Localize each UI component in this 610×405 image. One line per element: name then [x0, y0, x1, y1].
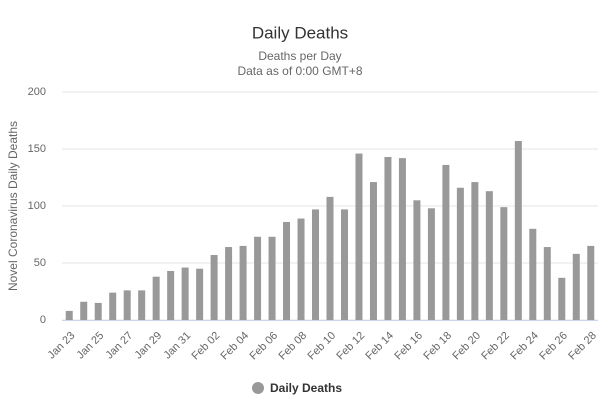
x-tick-label: Jan 23 [46, 330, 78, 362]
bar [109, 292, 117, 320]
bar [355, 153, 363, 320]
chart-subtitle: Deaths per Day [258, 49, 341, 63]
bar [268, 236, 276, 320]
x-tick-label: Feb 02 [190, 330, 223, 363]
bar [312, 209, 320, 320]
bar [558, 277, 566, 320]
bar [485, 191, 493, 320]
legend-marker [252, 382, 264, 394]
y-tick-label: 200 [28, 86, 46, 98]
y-tick-label: 50 [34, 257, 46, 269]
x-tick-label: Feb 06 [248, 330, 281, 363]
y-tick-label: 0 [40, 314, 46, 326]
x-tick-label: Feb 16 [392, 330, 425, 363]
bar [297, 218, 305, 320]
bar [529, 228, 537, 320]
bar [398, 158, 406, 320]
x-tick-label: Jan 25 [75, 330, 107, 362]
bar [210, 255, 218, 320]
bar [239, 245, 247, 320]
x-tick-label: Feb 26 [537, 330, 570, 363]
bar [500, 207, 508, 320]
x-tick-label: Feb 14 [363, 330, 396, 363]
bar [413, 200, 421, 320]
bar [65, 310, 73, 320]
x-tick-label: Jan 29 [132, 330, 164, 362]
bar [254, 236, 262, 320]
x-tick-label: Feb 10 [305, 330, 338, 363]
x-tick-label: Feb 12 [334, 330, 367, 363]
bar [167, 270, 175, 320]
bar [427, 208, 435, 320]
bar [181, 267, 189, 320]
chart-title: Daily Deaths [252, 23, 348, 42]
bar [80, 301, 88, 320]
bar [456, 187, 464, 320]
legend-label: Daily Deaths [270, 381, 342, 395]
x-tick-label: Jan 27 [104, 330, 136, 362]
bar [587, 245, 595, 320]
bar [283, 221, 291, 320]
bar [442, 164, 450, 320]
bar [123, 290, 131, 320]
bar [543, 247, 551, 320]
bar [471, 182, 479, 320]
x-tick-label: Feb 18 [421, 330, 454, 363]
bar [369, 182, 377, 320]
bar [152, 276, 160, 320]
x-tick-label: Feb 24 [508, 330, 541, 363]
chart-subtitle: Data as of 0:00 GMT+8 [237, 64, 362, 78]
x-tick-label: Feb 08 [276, 330, 309, 363]
y-tick-label: 150 [28, 143, 46, 155]
y-axis-title: Novel Coronavirus Daily Deaths [6, 121, 20, 291]
bar [514, 141, 522, 320]
bar [572, 253, 580, 320]
x-tick-label: Feb 20 [450, 330, 483, 363]
x-tick-label: Feb 04 [219, 330, 252, 363]
x-tick-label: Jan 31 [161, 330, 193, 362]
y-tick-label: 100 [28, 200, 46, 212]
x-tick-label: Feb 22 [479, 330, 512, 363]
bar [340, 209, 348, 320]
bar [384, 156, 392, 320]
bar [138, 290, 146, 320]
x-tick-label: Feb 28 [566, 330, 599, 363]
bar [94, 302, 102, 320]
bar [196, 268, 204, 320]
bar [326, 196, 334, 320]
bar [225, 247, 233, 320]
